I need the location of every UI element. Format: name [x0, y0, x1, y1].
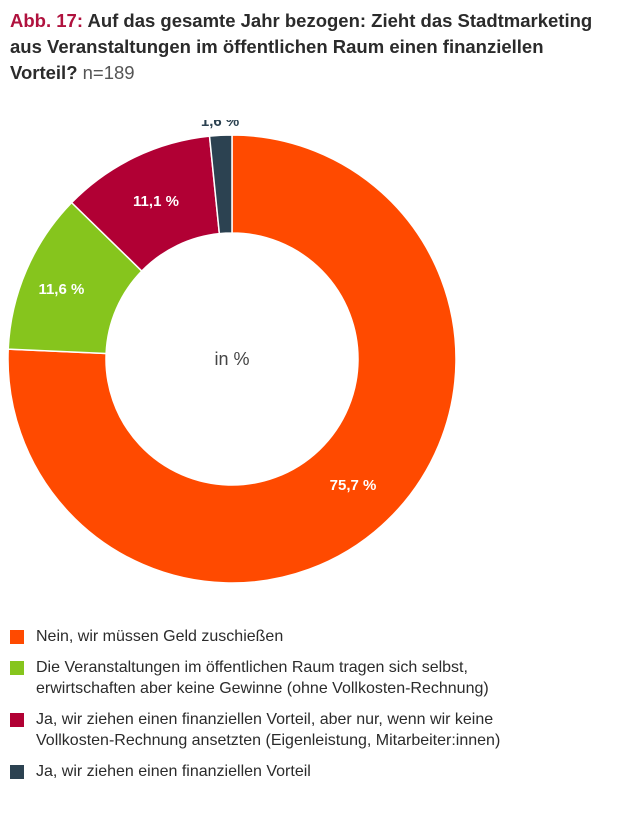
legend-swatch — [10, 630, 24, 644]
legend: Nein, wir müssen Geld zuschießen Die Ver… — [10, 626, 610, 792]
slice-label-selbst: 11,6 % — [38, 281, 84, 298]
slice-label-nein: 75,7 % — [330, 477, 377, 494]
title-text: Auf das gesamte Jahr bezogen: Zieht das … — [10, 10, 593, 83]
legend-swatch — [10, 661, 24, 675]
slice-ja — [208, 134, 233, 235]
figure-number: Abb. 17: — [10, 10, 83, 31]
legend-swatch — [10, 713, 24, 727]
legend-label: Die Veranstaltungen im öffentlichen Raum… — [36, 659, 489, 697]
legend-label: Ja, wir ziehen einen finanziellen Vortei… — [36, 763, 311, 780]
legend-item-ja: Ja, wir ziehen einen finanziellen Vortei… — [10, 761, 610, 782]
legend-label: Ja, wir ziehen einen finanziellen Vortei… — [36, 711, 501, 749]
slice-label-ja: 1,6 % — [201, 120, 239, 130]
donut-chart: 75,7 % 11,6 % 11,1 % 1,6 % in % — [7, 120, 457, 584]
slice-label-ja-ohne-vollkosten: 11,1 % — [133, 193, 179, 210]
legend-swatch — [10, 765, 24, 779]
legend-item-ja-ohne-vollkosten: Ja, wir ziehen einen finanziellen Vortei… — [10, 709, 610, 751]
chart-title: Abb. 17: Auf das gesamte Jahr bezogen: Z… — [10, 8, 610, 86]
legend-label: Nein, wir müssen Geld zuschießen — [36, 628, 284, 645]
legend-item-nein: Nein, wir müssen Geld zuschießen — [10, 626, 610, 647]
legend-item-selbst: Die Veranstaltungen im öffentlichen Raum… — [10, 657, 610, 699]
sample-size: n=189 — [82, 62, 135, 83]
center-label: in % — [214, 349, 249, 369]
slice-nein — [7, 134, 457, 584]
